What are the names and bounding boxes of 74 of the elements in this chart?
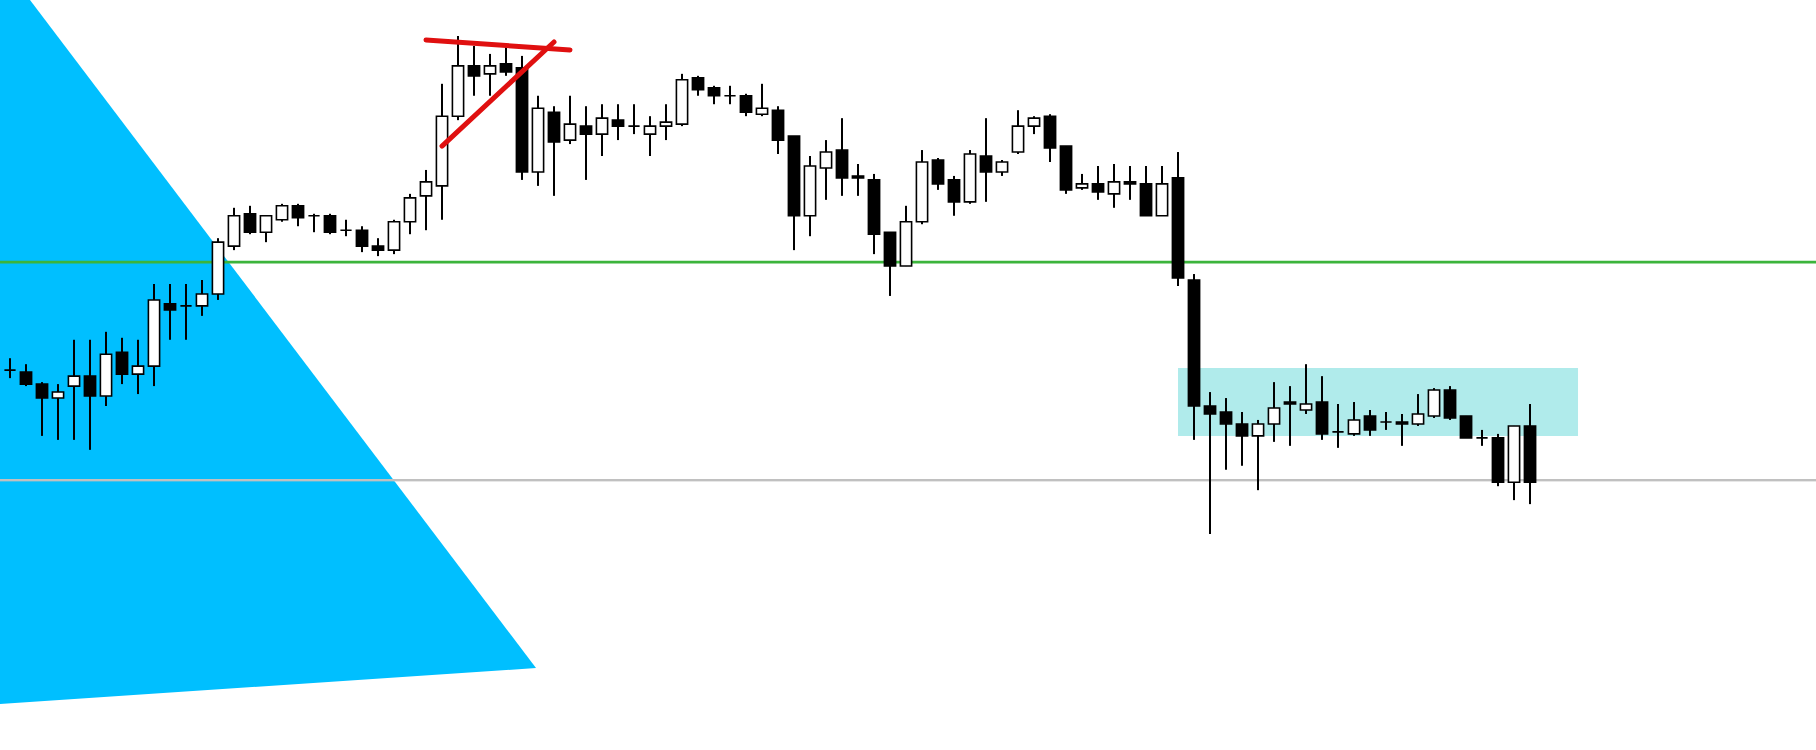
candlestick <box>1011 109 1025 156</box>
candlestick <box>1043 113 1057 163</box>
candlestick <box>707 84 721 106</box>
candlestick <box>419 168 433 232</box>
candlestick <box>67 338 81 441</box>
candlestick <box>115 336 129 386</box>
candlestick <box>1347 401 1361 437</box>
candlestick <box>1155 164 1169 217</box>
candlestick <box>675 72 689 128</box>
candlestick <box>1395 412 1409 447</box>
candlestick <box>467 44 481 97</box>
candlestick <box>387 218 401 256</box>
candlestick <box>1203 391 1217 535</box>
candlestick <box>1363 408 1377 437</box>
candlestick <box>643 115 657 158</box>
candlestick <box>1059 145 1073 195</box>
candlestick <box>627 103 641 136</box>
candlestick <box>931 157 945 191</box>
candlestick <box>899 204 913 268</box>
candlestick <box>3 357 17 380</box>
candlestick <box>659 103 673 142</box>
candlestick <box>499 44 513 77</box>
candlestick <box>1315 375 1329 441</box>
candlestick <box>19 363 33 388</box>
candlestick <box>195 279 209 317</box>
candlestick <box>1459 415 1473 439</box>
candlestick <box>1091 164 1105 201</box>
candlestick <box>355 225 369 254</box>
candlestick <box>691 74 705 97</box>
candlestick <box>739 92 753 118</box>
candlestick <box>227 206 241 252</box>
candlestick <box>1123 164 1137 201</box>
candlestick <box>1267 381 1281 443</box>
candlestick <box>835 117 849 197</box>
candlestick <box>563 94 577 146</box>
candlestick <box>99 330 113 408</box>
candlestick <box>1491 432 1505 488</box>
candlestick <box>179 283 193 341</box>
candlestick <box>1411 393 1425 427</box>
candlestick <box>83 338 97 451</box>
candlestick <box>1139 164 1153 217</box>
candlestick <box>595 103 609 158</box>
candlestick <box>243 204 257 236</box>
candlestick <box>1331 403 1345 449</box>
candlestick <box>1251 418 1265 492</box>
candlestick <box>1283 385 1297 447</box>
candlestick <box>163 283 177 341</box>
candlestick <box>883 231 897 297</box>
candlestick <box>51 383 65 441</box>
candlestick <box>35 381 49 437</box>
candlestick <box>1219 397 1233 471</box>
candlestick <box>483 52 497 97</box>
candlestick <box>1107 162 1121 209</box>
candlestick <box>131 338 145 396</box>
candlestick <box>259 214 273 244</box>
candlestick <box>579 105 593 181</box>
candlestick <box>547 105 561 197</box>
candlestick <box>851 162 865 197</box>
candlestick <box>403 192 417 236</box>
candlestick <box>323 212 337 236</box>
candlestick <box>307 212 321 234</box>
candlestick <box>963 149 977 205</box>
candlestick <box>979 117 993 203</box>
candlestick <box>611 103 625 142</box>
candlestick <box>1427 387 1441 419</box>
candlestick <box>947 174 961 217</box>
candlestick <box>1299 363 1313 415</box>
candlestick <box>819 139 833 201</box>
candlestick <box>1443 385 1457 421</box>
candlestick <box>723 84 737 106</box>
candlestick <box>291 202 305 228</box>
candlestick <box>755 82 769 118</box>
candlestick <box>771 105 785 156</box>
candlestick <box>1235 410 1249 467</box>
